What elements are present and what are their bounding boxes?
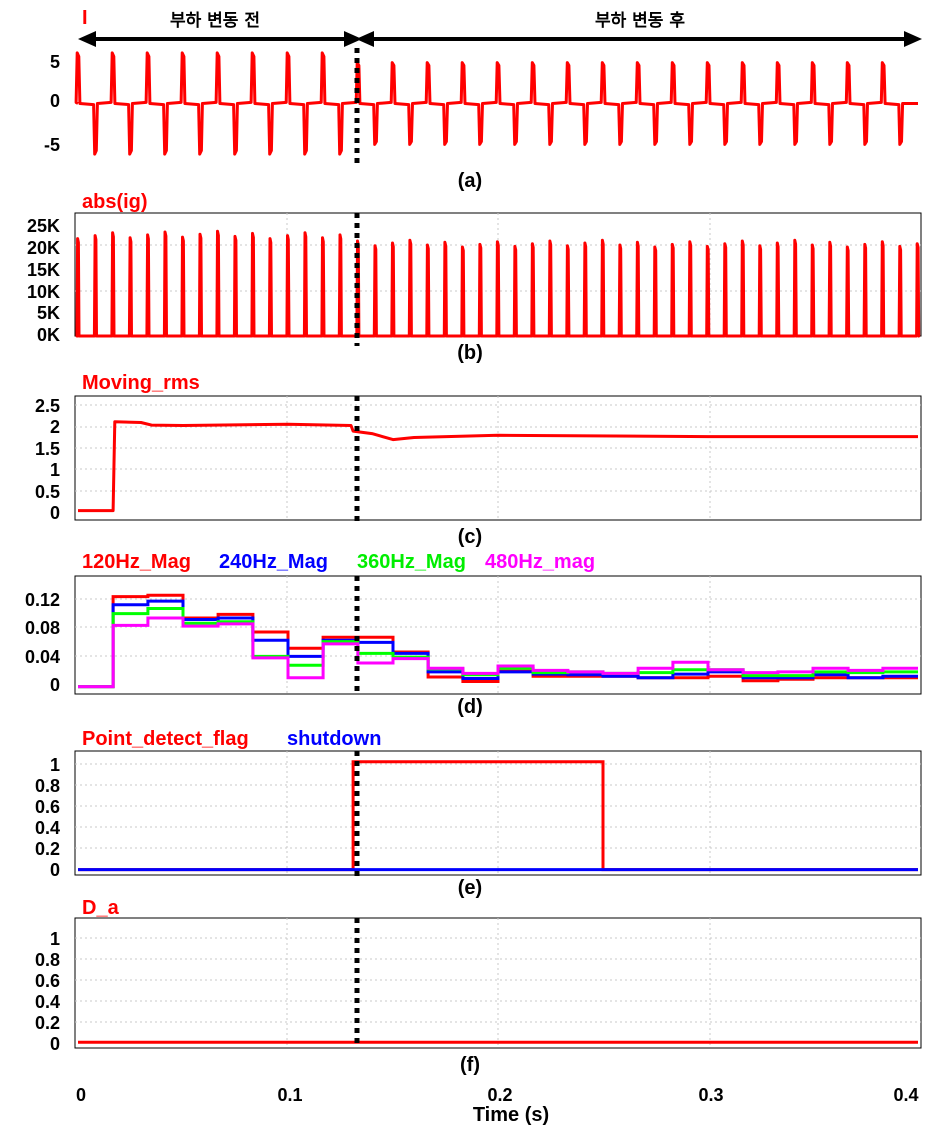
y-tick-f-0.4: 0.4	[35, 992, 60, 1012]
legend-d-a: D_a	[82, 897, 120, 919]
y-tick-a-5: 5	[50, 52, 60, 72]
y-tick-f-0.8: 0.8	[35, 950, 60, 970]
x-tick-0.3: 0.3	[698, 1085, 723, 1105]
x-tick-0.4: 0.4	[893, 1085, 918, 1105]
legend-480hz: 480Hz_mag	[485, 551, 595, 573]
y-tick-d-0.08: 0.08	[25, 618, 60, 638]
y-tick-c-2: 2	[50, 417, 60, 437]
arrowhead-before-left	[78, 31, 96, 47]
legend-point-detect-flag: Point_detect_flag	[82, 728, 249, 750]
trace-I	[74, 51, 918, 156]
trace-240hz-mag	[78, 599, 918, 689]
panel-f: D_a 1 0.8 0.6 0.4 0.2 0 (f)	[35, 897, 922, 1076]
trace-480hz-mag	[78, 616, 918, 689]
series-label-I: I	[82, 7, 88, 29]
y-tick-b-25K: 25K	[27, 216, 60, 236]
y-tick-f-0.2: 0.2	[35, 1013, 60, 1033]
caption-c: (c)	[458, 526, 482, 548]
x-axis-label: Time (s)	[473, 1104, 549, 1126]
caption-f: (f)	[460, 1054, 480, 1076]
annotation-before: 부하 변동 전	[170, 11, 260, 31]
y-tick-c-2.5: 2.5	[35, 396, 60, 416]
caption-d: (d)	[457, 696, 483, 718]
y-tick-c-1: 1	[50, 460, 60, 480]
x-tick-0.1: 0.1	[277, 1085, 302, 1105]
caption-a: (a)	[458, 170, 482, 192]
series-label-abs-ig: abs(ig)	[82, 191, 148, 213]
y-tick-e-0.6: 0.6	[35, 797, 60, 817]
caption-e: (e)	[458, 877, 482, 899]
arrowhead-before-right	[344, 31, 362, 47]
y-tick-a-neg5: -5	[44, 135, 60, 155]
y-tick-a-0: 0	[50, 91, 60, 111]
y-tick-e-0.2: 0.2	[35, 839, 60, 859]
y-tick-b-0K: 0K	[37, 325, 60, 345]
arrowhead-after-right	[904, 31, 922, 47]
y-tick-b-10K: 10K	[27, 282, 60, 302]
y-tick-d-0.04: 0.04	[25, 647, 60, 667]
y-tick-f-1: 1	[50, 929, 60, 949]
y-tick-d-0.12: 0.12	[25, 590, 60, 610]
y-tick-c-0.5: 0.5	[35, 482, 60, 502]
panel-e: Point_detect_flag shutdown 1 0.8 0.6 0.4…	[35, 728, 922, 899]
legend-shutdown: shutdown	[287, 728, 381, 750]
trace-abs-ig	[75, 229, 921, 338]
y-tick-f-0: 0	[50, 1034, 60, 1054]
grid-e	[75, 751, 921, 875]
y-tick-e-1: 1	[50, 755, 60, 775]
legend-240hz: 240Hz_Mag	[219, 551, 328, 573]
x-axis: 0 0.1 0.2 0.3 0.4 Time (s)	[76, 1085, 919, 1126]
y-tick-b-20K: 20K	[27, 238, 60, 258]
caption-b: (b)	[457, 342, 483, 364]
y-tick-e-0.8: 0.8	[35, 776, 60, 796]
legend-120hz: 120Hz_Mag	[82, 551, 191, 573]
x-tick-0: 0	[76, 1085, 86, 1105]
annotation-after: 부하 변동 후	[595, 10, 685, 31]
y-tick-b-5K: 5K	[37, 303, 60, 323]
x-tick-0.2: 0.2	[487, 1085, 512, 1105]
arrowhead-after-left	[356, 31, 374, 47]
y-tick-b-15K: 15K	[27, 260, 60, 280]
y-tick-e-0: 0	[50, 860, 60, 880]
panel-c: Moving_rms 2.5 2 1.5 1 0.5 0 (c)	[35, 372, 922, 548]
y-tick-f-0.6: 0.6	[35, 971, 60, 991]
panel-a: I 부하 변동 전 부하 변동 후 5 0 -5 (a)	[44, 7, 922, 192]
y-tick-c-0: 0	[50, 503, 60, 523]
y-tick-e-0.4: 0.4	[35, 818, 60, 838]
y-tick-d-0: 0	[50, 675, 60, 695]
legend-360hz: 360Hz_Mag	[357, 551, 466, 573]
series-label-moving-rms: Moving_rms	[82, 372, 200, 394]
panel-d: 120Hz_Mag 240Hz_Mag 360Hz_Mag 480Hz_mag …	[25, 551, 922, 718]
trace-moving-rms	[78, 420, 918, 513]
panel-b: abs(ig) 25K 20K 15K 10K 5K 0K (b)	[27, 191, 922, 364]
grid-f	[75, 918, 921, 1048]
grid-c	[75, 396, 921, 520]
y-tick-c-1.5: 1.5	[35, 439, 60, 459]
